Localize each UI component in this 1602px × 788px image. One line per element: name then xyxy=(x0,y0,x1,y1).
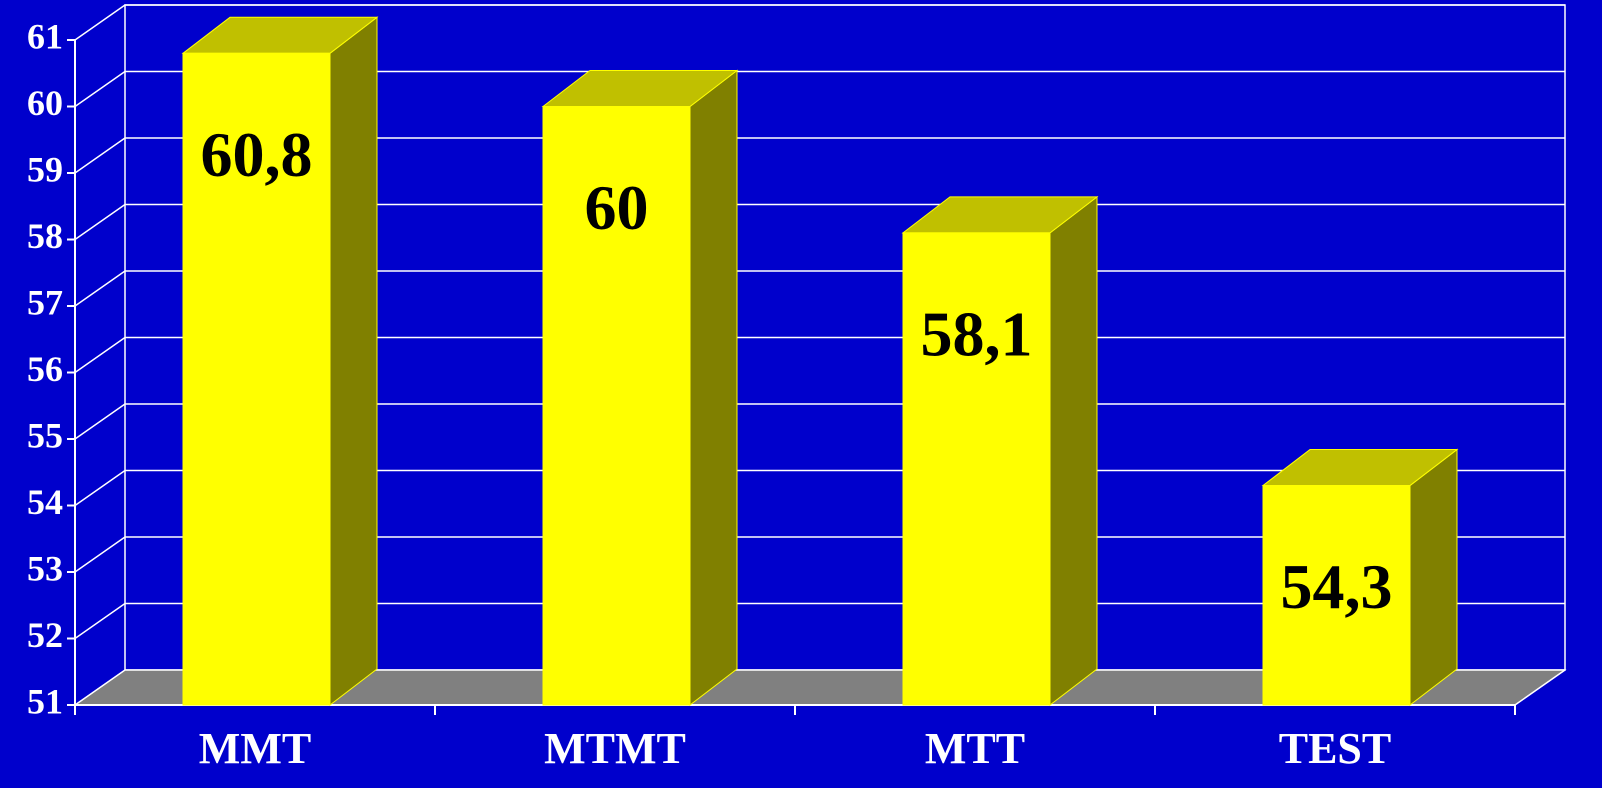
y-tick-label: 51 xyxy=(27,681,63,721)
y-tick-label: 53 xyxy=(27,548,63,588)
value-label: 60 xyxy=(585,172,649,243)
y-tick-label: 59 xyxy=(27,149,63,189)
x-tick-label: MTT xyxy=(925,724,1025,773)
grid-line xyxy=(74,137,1565,174)
bar-side xyxy=(1049,195,1098,707)
grid-line xyxy=(74,70,1565,108)
x-tick-label: MMT xyxy=(199,724,311,773)
bar-side xyxy=(329,16,378,707)
bar xyxy=(1262,485,1411,706)
y-tick-label: 60 xyxy=(27,83,63,123)
bar-side xyxy=(689,69,738,707)
bar xyxy=(182,52,331,706)
y-tick-label: 61 xyxy=(27,16,63,56)
value-label: 54,3 xyxy=(1281,551,1393,622)
y-tick-label: 57 xyxy=(27,282,63,322)
side-edge xyxy=(1514,669,1566,706)
value-label: 60,8 xyxy=(201,119,313,190)
y-tick-label: 52 xyxy=(27,615,63,655)
x-tick-label: TEST xyxy=(1279,724,1392,773)
bar xyxy=(542,106,691,706)
bar xyxy=(902,232,1051,706)
bar-side xyxy=(1409,448,1458,707)
y-tick-label: 56 xyxy=(27,349,63,389)
y-tick-label: 54 xyxy=(27,482,63,522)
x-tick-label: MTMT xyxy=(544,724,686,773)
y-tick-label: 55 xyxy=(27,415,63,455)
grid-line xyxy=(74,4,1565,41)
y-tick-label: 58 xyxy=(27,216,63,256)
value-label: 58,1 xyxy=(921,299,1033,370)
